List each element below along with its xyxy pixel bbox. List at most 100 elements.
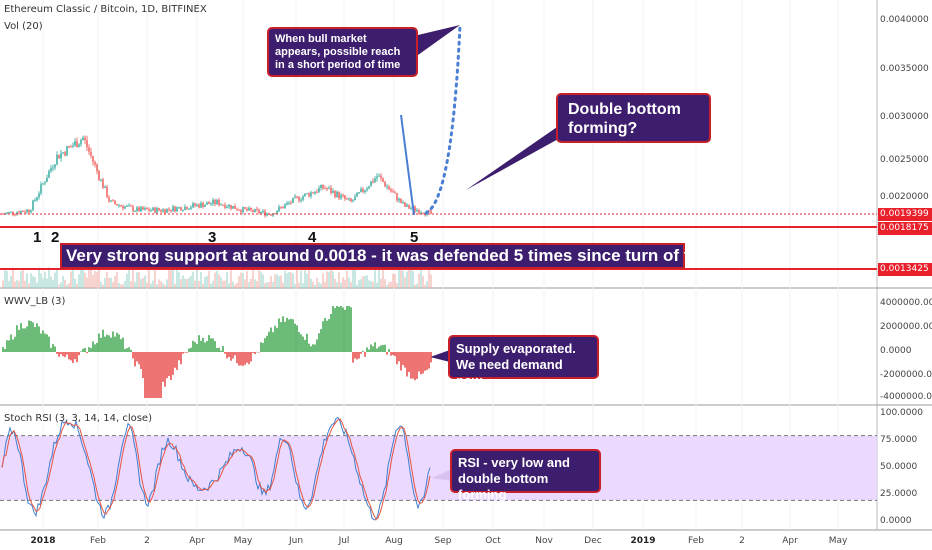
wwv-bar-down (156, 352, 158, 398)
candle-body (76, 141, 78, 148)
volume-bar (236, 282, 238, 288)
candle-body (226, 206, 228, 208)
candle-body (150, 210, 152, 212)
volume-bar (52, 280, 54, 288)
volume-bar (176, 267, 178, 288)
volume-bar (298, 282, 300, 288)
volume-bar (388, 282, 390, 288)
support-banner[interactable]: Very strong support at around 0.0018 - i… (60, 243, 749, 269)
wwv-bar-down (142, 352, 144, 379)
candle-body (184, 206, 186, 211)
bull-market-callout[interactable]: When bull market appears, possible reach… (267, 27, 418, 77)
volume-bar (208, 270, 210, 288)
volume-bar (86, 277, 88, 288)
wwv-bar-up (88, 347, 90, 352)
volume-bar (148, 268, 150, 288)
candle-body (428, 210, 430, 212)
wwv-bar-down (360, 352, 362, 354)
volume-bar (214, 272, 216, 288)
time-label: Apr (782, 536, 798, 546)
volume-bar (218, 274, 220, 288)
wwv-bar-down (248, 352, 250, 365)
candle-body (22, 210, 24, 212)
wwv-bar-down (400, 352, 402, 371)
wwv-bar-up (208, 335, 210, 352)
wwv-bar-up (292, 319, 294, 352)
volume-bar (284, 270, 286, 288)
volume-bar (168, 269, 170, 288)
price-axis-label: 0.0030000 (880, 112, 929, 122)
wwv-bar-up (188, 348, 190, 352)
wwv-bar-down (58, 352, 60, 357)
projection-dotted-line (424, 23, 462, 215)
double-bottom-callout[interactable]: Double bottom forming? (556, 93, 711, 143)
candle-body (176, 207, 178, 212)
wwv-bar-up (84, 347, 86, 352)
candle-body (58, 154, 60, 159)
wwv-bar-up (308, 343, 310, 352)
volume-bar (36, 282, 38, 288)
volume-bar (238, 276, 240, 288)
volume-bar (142, 277, 144, 288)
candle-body (334, 190, 336, 197)
wwv-histogram (2, 306, 432, 398)
volume-bar (102, 284, 104, 288)
volume-bar (382, 269, 384, 288)
volume-bar (270, 276, 272, 288)
candle-body (260, 212, 262, 214)
volume-bar (224, 280, 226, 288)
wwv-bar-up (378, 346, 380, 352)
wwv-bar-up (122, 337, 124, 352)
volume-bar (38, 267, 40, 288)
wwv-bar-up (198, 335, 200, 352)
volume-bar (346, 270, 348, 288)
wwv-bar-up (314, 344, 316, 352)
wwv-bar-up (348, 306, 350, 352)
volume-bar (90, 270, 92, 288)
candle-body (98, 170, 100, 180)
supply-pointer (430, 350, 450, 362)
volume-bar (92, 275, 94, 288)
volume-bar (82, 268, 84, 288)
volume-bar (414, 284, 416, 288)
candle-body (410, 208, 412, 210)
wwv-bar-up (24, 328, 26, 352)
candle-body (304, 193, 306, 197)
candle-body (94, 161, 96, 165)
wwv-bar-up (384, 344, 386, 352)
wwv-bar-down (402, 352, 404, 365)
wwv-bar-up (338, 306, 340, 352)
candle-body (236, 208, 238, 210)
wwv-bar-up (270, 327, 272, 352)
candle-body (358, 192, 360, 194)
rsi-callout[interactable]: RSI - very low and double bottom forming (450, 449, 601, 502)
volume-bar (242, 273, 244, 288)
volume-bar (34, 277, 36, 288)
wwv-bar-down (386, 352, 388, 355)
candle-body (364, 189, 366, 192)
candle-body (52, 167, 54, 169)
volume-bar (156, 284, 158, 288)
wwv-bar-up (310, 346, 312, 352)
candle-body (160, 210, 162, 212)
volume-bar (360, 279, 362, 288)
volume-bar (374, 267, 376, 288)
wwv-bar-up (42, 330, 44, 352)
wwv-bar-down (166, 352, 168, 379)
candle-body (84, 137, 86, 141)
volume-bar (192, 271, 194, 288)
wwv-bar-up (120, 339, 122, 352)
volume-bar (42, 278, 44, 288)
volume-bar (306, 273, 308, 288)
supply-callout[interactable]: Supply evaporated. We need demand now (448, 335, 599, 388)
candle-body (408, 204, 410, 209)
time-label: Nov (535, 536, 553, 546)
volume-bar (158, 279, 160, 288)
candle-body (168, 208, 170, 210)
volume-bar (402, 270, 404, 288)
volume-bar (2, 280, 4, 288)
wwv-bar-up (118, 334, 120, 352)
candle-body (308, 193, 310, 197)
candle-body (152, 207, 154, 211)
